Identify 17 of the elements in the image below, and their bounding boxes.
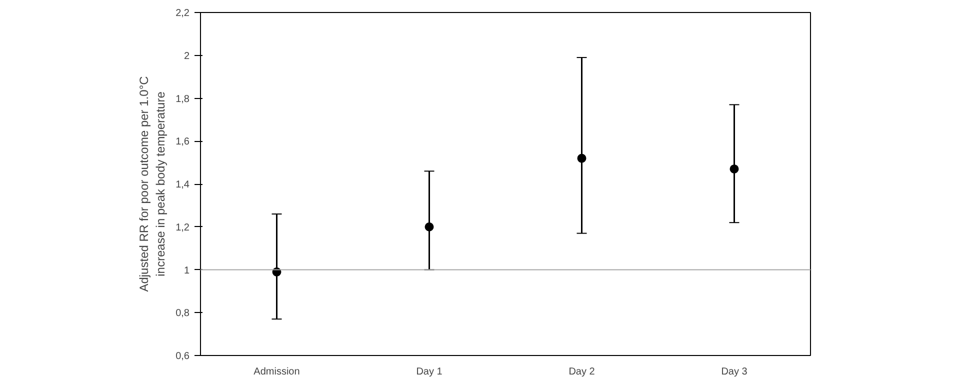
y-tick-label: 2 (184, 50, 190, 62)
y-axis-title: Adjusted RR for poor outcome per 1.0°C increase in peak body temperature (136, 76, 168, 292)
y-tick-label: 1,2 (176, 222, 190, 234)
point (730, 164, 739, 174)
y-tick-label: 0,8 (176, 308, 190, 320)
y-tick-label: 0,6 (176, 351, 190, 362)
x-tick-label: Admission (254, 366, 300, 378)
y-tick-label: 1 (184, 265, 190, 276)
y-tick-label: 1,8 (176, 94, 190, 105)
x-tick-label: Day 2 (568, 366, 596, 378)
x-tick-label: Day 1 (416, 366, 443, 378)
y-tick-label: 1,4 (176, 180, 190, 190)
x-tick-label: Day 3 (721, 366, 748, 378)
y-tick-label: 2,2 (176, 8, 190, 19)
point (577, 154, 586, 163)
point (424, 222, 434, 232)
y-tick-label: 1,6 (176, 136, 190, 148)
